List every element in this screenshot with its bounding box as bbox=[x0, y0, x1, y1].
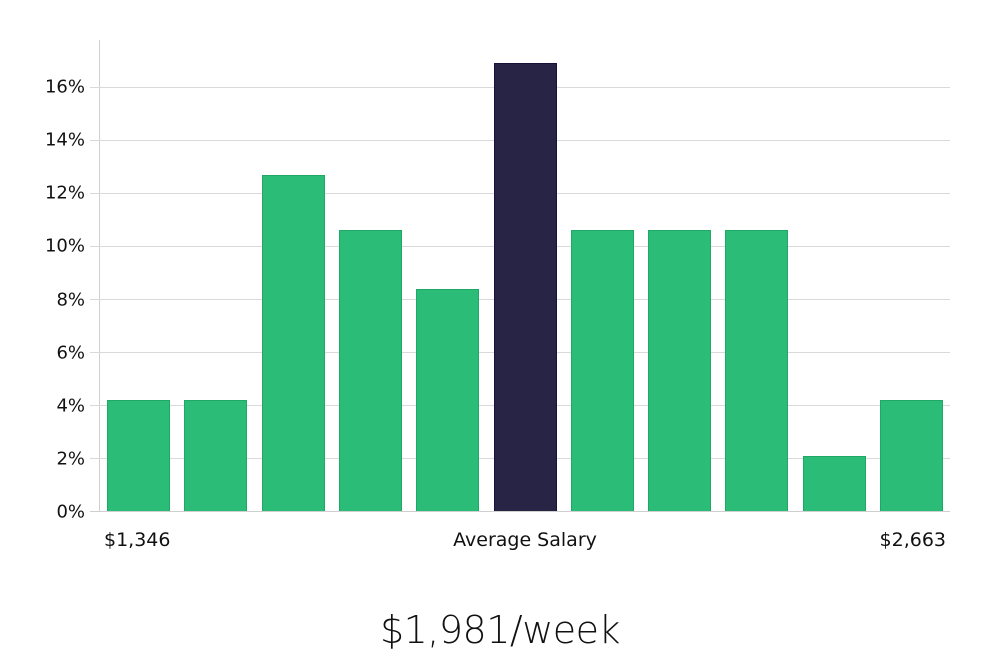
histogram-bar bbox=[338, 230, 402, 512]
histogram-bar-highlighted bbox=[493, 63, 557, 512]
y-tick-label: 8% bbox=[56, 289, 85, 311]
x-axis-line bbox=[90, 511, 950, 512]
y-axis-line bbox=[99, 40, 100, 512]
histogram-bar bbox=[725, 230, 789, 512]
histogram-bar bbox=[184, 400, 248, 512]
histogram-bar bbox=[570, 230, 634, 512]
histogram-bar bbox=[107, 400, 170, 512]
histogram-bar bbox=[802, 456, 866, 512]
y-tick-label: 14% bbox=[44, 129, 85, 151]
y-tick-label: 16% bbox=[44, 76, 85, 98]
x-axis-title: Average Salary bbox=[453, 529, 597, 551]
min-salary-label: $1,346 bbox=[104, 529, 171, 551]
y-tick-label: 10% bbox=[44, 235, 85, 257]
y-tick-label: 12% bbox=[44, 182, 85, 204]
y-tick-label: 4% bbox=[56, 395, 85, 417]
y-tick-label: 2% bbox=[56, 448, 85, 470]
y-tick-label: 6% bbox=[56, 342, 85, 364]
histogram-bar bbox=[648, 230, 712, 512]
max-salary-label: $2,663 bbox=[879, 529, 946, 551]
average-salary-headline: $1,981/week bbox=[379, 608, 621, 652]
histogram-bar bbox=[880, 400, 943, 512]
histogram-bar bbox=[261, 174, 325, 512]
histogram-bar bbox=[416, 288, 480, 512]
y-tick-label: 0% bbox=[56, 501, 85, 523]
